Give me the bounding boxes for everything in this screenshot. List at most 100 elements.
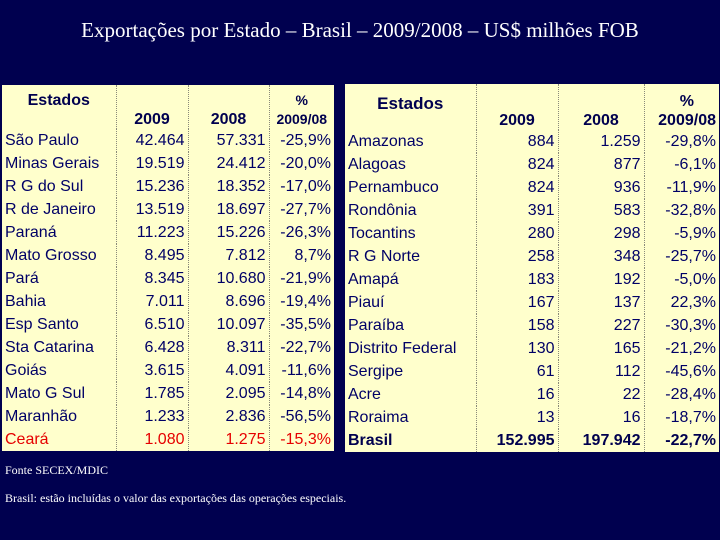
state-name-cell: Paraná xyxy=(5,224,57,241)
table-row: R G do Sul 15.236 18.352 -17,0% xyxy=(2,175,334,198)
value-2009-cell: 258 xyxy=(475,245,558,268)
table-row: São Paulo 42.464 57.331 -25,9% xyxy=(2,129,334,152)
value-2008-cell: 57.331 xyxy=(187,129,269,152)
value-2009-cell: 61 xyxy=(475,360,558,383)
value-2008-cell: 22 xyxy=(557,383,644,406)
value-2008-cell: 18.697 xyxy=(187,198,269,221)
table-row: Rondônia 391 583 -32,8% xyxy=(345,199,719,222)
state-name-cell: Distrito Federal xyxy=(348,340,457,357)
percent-change-cell: -45,6% xyxy=(643,360,719,383)
percent-change-cell: -28,4% xyxy=(643,383,719,406)
percent-change-cell: -27,7% xyxy=(268,198,334,221)
value-2008-cell: 15.226 xyxy=(187,221,269,244)
table-row: Roraima 13 16 -18,7% xyxy=(345,406,719,429)
percent-change-cell: -22,7% xyxy=(268,336,334,359)
value-2008-cell: 4.091 xyxy=(187,359,269,382)
percent-change-cell: -21,9% xyxy=(268,267,334,290)
table-row: Mato Grosso 8.495 7.812 8,7% xyxy=(2,244,334,267)
state-name-cell: Brasil xyxy=(348,432,393,449)
percent-change-cell: -22,7% xyxy=(643,429,719,452)
state-name-cell: Sta Catarina xyxy=(5,339,94,356)
table-row: Sergipe 61 112 -45,6% xyxy=(345,360,719,383)
value-2009-cell: 8.345 xyxy=(115,267,188,290)
state-name-cell: R de Janeiro xyxy=(5,201,96,218)
percent-change-cell: -11,9% xyxy=(643,176,719,199)
table-row: Maranhão 1.233 2.836 -56,5% xyxy=(2,405,334,428)
value-2009-cell: 1.233 xyxy=(115,405,188,428)
value-2008-cell: 192 xyxy=(557,268,644,291)
value-2008-cell: 227 xyxy=(557,314,644,337)
table-row: Sta Catarina 6.428 8.311 -22,7% xyxy=(2,336,334,359)
value-2008-cell: 165 xyxy=(557,337,644,360)
percent-change-cell: -35,5% xyxy=(268,313,334,336)
value-2009-cell: 13 xyxy=(475,406,558,429)
state-name-cell: Ceará xyxy=(5,431,49,448)
value-2009-cell: 391 xyxy=(475,199,558,222)
source-note: Fonte SECEX/MDIC xyxy=(5,463,109,477)
state-name-cell: Roraima xyxy=(348,409,409,426)
table-row: Distrito Federal 130 165 -21,2% xyxy=(345,337,719,360)
percent-change-cell: -19,4% xyxy=(268,290,334,313)
table-row: Goiás 3.615 4.091 -11,6% xyxy=(2,359,334,382)
value-2009-cell: 8.495 xyxy=(115,244,188,267)
state-name-cell: Minas Gerais xyxy=(5,155,100,172)
table-row: R G Norte 258 348 -25,7% xyxy=(345,245,719,268)
percent-change-cell: -21,2% xyxy=(643,337,719,360)
state-name-cell: R G do Sul xyxy=(5,178,84,195)
state-name-cell: Acre xyxy=(348,386,381,403)
value-2009-cell: 7.011 xyxy=(115,290,188,313)
header-2008: 2008 xyxy=(557,84,644,130)
header-percent-symbol: % xyxy=(679,93,694,110)
header-percent: % 2009/08 xyxy=(643,84,719,130)
table-row: Minas Gerais 19.519 24.412 -20,0% xyxy=(2,152,334,175)
table-row: R de Janeiro 13.519 18.697 -27,7% xyxy=(2,198,334,221)
value-2008-cell: 583 xyxy=(557,199,644,222)
header-percent: % 2009/08 xyxy=(268,85,334,129)
state-name-cell: Amazonas xyxy=(348,133,424,150)
header-percent-period: 2009/08 xyxy=(658,112,716,129)
state-name-cell: Esp Santo xyxy=(5,316,79,333)
percent-change-cell: 8,7% xyxy=(268,244,334,267)
left-exports-table: Estados 2009 2008 % 2009/08 São Paulo 42.… xyxy=(2,85,334,451)
value-2009-cell: 15.236 xyxy=(115,175,188,198)
state-name-cell: Rondônia xyxy=(348,202,417,219)
value-2008-cell: 18.352 xyxy=(187,175,269,198)
value-2008-cell: 1.275 xyxy=(187,428,269,451)
state-name-cell: Sergipe xyxy=(348,363,404,380)
value-2009-cell: 130 xyxy=(475,337,558,360)
header-estados: Estados xyxy=(27,92,90,109)
value-2008-cell: 137 xyxy=(557,291,644,314)
table-header-row: Estados 2009 2008 % 2009/08 xyxy=(345,84,719,130)
percent-change-cell: -25,9% xyxy=(268,129,334,152)
value-2008-cell: 8.696 xyxy=(187,290,269,313)
state-name-cell: Mato G Sul xyxy=(5,385,86,402)
percent-change-cell: -5,9% xyxy=(643,222,719,245)
value-2008-cell: 197.942 xyxy=(557,429,644,452)
value-2009-cell: 13.519 xyxy=(115,198,188,221)
table-row: Brasil 152.995 197.942 -22,7% xyxy=(345,429,719,452)
table-header-row: Estados 2009 2008 % 2009/08 xyxy=(2,85,334,129)
header-percent-symbol: % xyxy=(295,92,308,108)
header-2009: 2009 xyxy=(115,85,188,129)
value-2008-cell: 112 xyxy=(557,360,644,383)
value-2009-cell: 1.080 xyxy=(115,428,188,451)
state-name-cell: São Paulo xyxy=(5,132,79,149)
value-2009-cell: 824 xyxy=(475,176,558,199)
table-row: Amapá 183 192 -5,0% xyxy=(345,268,719,291)
value-2009-cell: 6.510 xyxy=(115,313,188,336)
header-percent-period: 2009/08 xyxy=(276,111,328,127)
table-row: Esp Santo 6.510 10.097 -35,5% xyxy=(2,313,334,336)
value-2008-cell: 7.812 xyxy=(187,244,269,267)
state-name-cell: Tocantins xyxy=(348,225,416,242)
table-row: Pernambuco 824 936 -11,9% xyxy=(345,176,719,199)
percent-change-cell: -14,8% xyxy=(268,382,334,405)
value-2009-cell: 280 xyxy=(475,222,558,245)
value-2008-cell: 2.836 xyxy=(187,405,269,428)
table-row: Piauí 167 137 22,3% xyxy=(345,291,719,314)
percent-change-cell: -11,6% xyxy=(268,359,334,382)
header-2009: 2009 xyxy=(475,84,558,130)
value-2008-cell: 936 xyxy=(557,176,644,199)
percent-change-cell: 22,3% xyxy=(643,291,719,314)
percent-change-cell: -30,3% xyxy=(643,314,719,337)
percent-change-cell: -6,1% xyxy=(643,153,719,176)
